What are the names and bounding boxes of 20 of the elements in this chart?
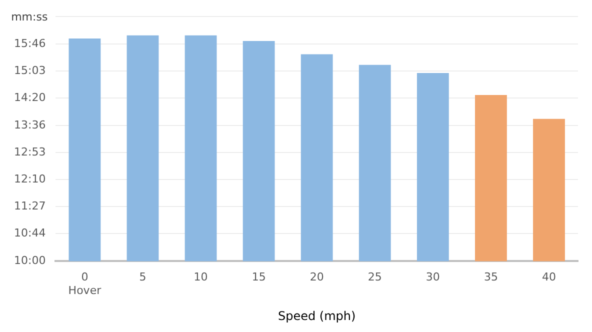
y-tick-label: 12:53 [14,146,46,159]
y-tick-label: 10:00 [14,254,46,268]
x-tick-label: 5 [139,270,146,284]
y-tick-label: 15:03 [14,64,46,78]
x-tick-label: 35 [484,270,498,284]
y-tick-label: 11:27 [14,199,46,212]
y-tick-label: 10:44 [14,226,46,240]
x-tick-label: 15 [252,270,266,284]
y-tick-label: 15:46 [14,37,46,50]
y-tick-label: 13:36 [14,118,46,132]
x-tick-label: 25 [368,270,382,284]
x-tick-label: 20 [310,270,324,284]
x-tick-label: 0 Hover [68,270,102,297]
x-tick-label: 30 [426,270,440,284]
x-tick-label: 40 [542,270,556,284]
y-tick-label: 12:10 [14,172,46,186]
x-tick-label: 10 [194,270,208,284]
x-axis-title: Speed (mph) [278,308,356,323]
y-tick-label: 14:20 [14,90,46,104]
y-axis-title: mm:ss [11,10,48,24]
